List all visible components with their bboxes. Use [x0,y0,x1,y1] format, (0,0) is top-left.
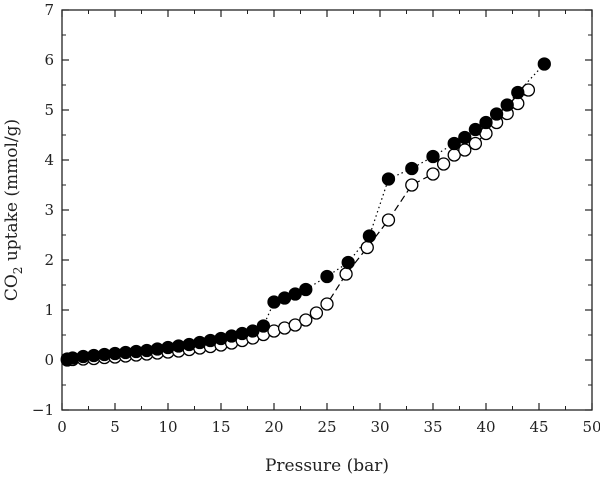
y-tick-label: 6 [44,51,54,69]
x-tick-label: 50 [582,418,600,436]
series-1-point [299,282,313,297]
series-1-point [193,335,207,350]
series-1-point [182,337,196,352]
x-tick-label: 15 [211,418,230,436]
x-tick-label: 10 [158,418,177,436]
x-tick-label: 45 [529,418,548,436]
y-tick-label: 1 [44,301,54,319]
series-2-point [299,313,313,327]
series-2-point [360,240,374,255]
series-1-point [256,319,271,333]
x-tick-label: 0 [57,418,67,436]
series-2-point [426,167,440,181]
series-2-point [405,178,419,192]
series-1-point [489,107,504,121]
x-tick-label: 40 [476,418,495,436]
series-1-point [405,161,419,176]
x-tick-label: 5 [110,418,120,436]
series-1-point [341,255,355,270]
series-1-point [479,115,493,130]
series-1-point [500,98,514,112]
series-2-point [320,297,334,311]
series-2-point [381,213,396,227]
series-1-point [537,57,551,71]
y-axis-label-rest: uptake (mmol/g) [2,119,22,267]
y-tick-label: 7 [44,1,54,19]
series-1-point [381,172,396,186]
x-tick-label: 35 [423,418,442,436]
y-tick-label: 5 [44,101,54,119]
y-tick-label: 4 [44,151,54,169]
series-2-point [436,157,451,171]
series-1-point [320,269,334,284]
y-axis-label-main: CO [2,274,22,301]
series-2-point [468,136,483,151]
x-tick-label: 30 [370,418,389,436]
y-tick-label: −1 [32,401,54,419]
x-tick-label: 25 [317,418,336,436]
y-tick-label: 0 [44,351,54,369]
series-markers [60,57,551,367]
series-1-point [362,229,377,243]
y-axis-label-subscript: 2 [11,267,25,275]
x-axis-label: Pressure (bar) [265,456,389,476]
series-2-point [339,267,353,281]
series-2-point [288,318,302,332]
series-1-point [458,130,472,145]
series-1-point [426,149,440,164]
y-tick-label: 2 [44,251,54,269]
y-axis-label: CO2 uptake (mmol/g) [2,119,25,301]
series-1-point [511,85,525,100]
series-1-point [246,324,260,338]
series-1-point [468,122,483,137]
series-2-point [309,306,324,320]
series-2-point [458,143,472,157]
series-1-point [203,333,218,348]
series-1-point [447,136,461,151]
y-tick-label: 3 [44,201,54,219]
x-tick-label: 20 [264,418,283,436]
